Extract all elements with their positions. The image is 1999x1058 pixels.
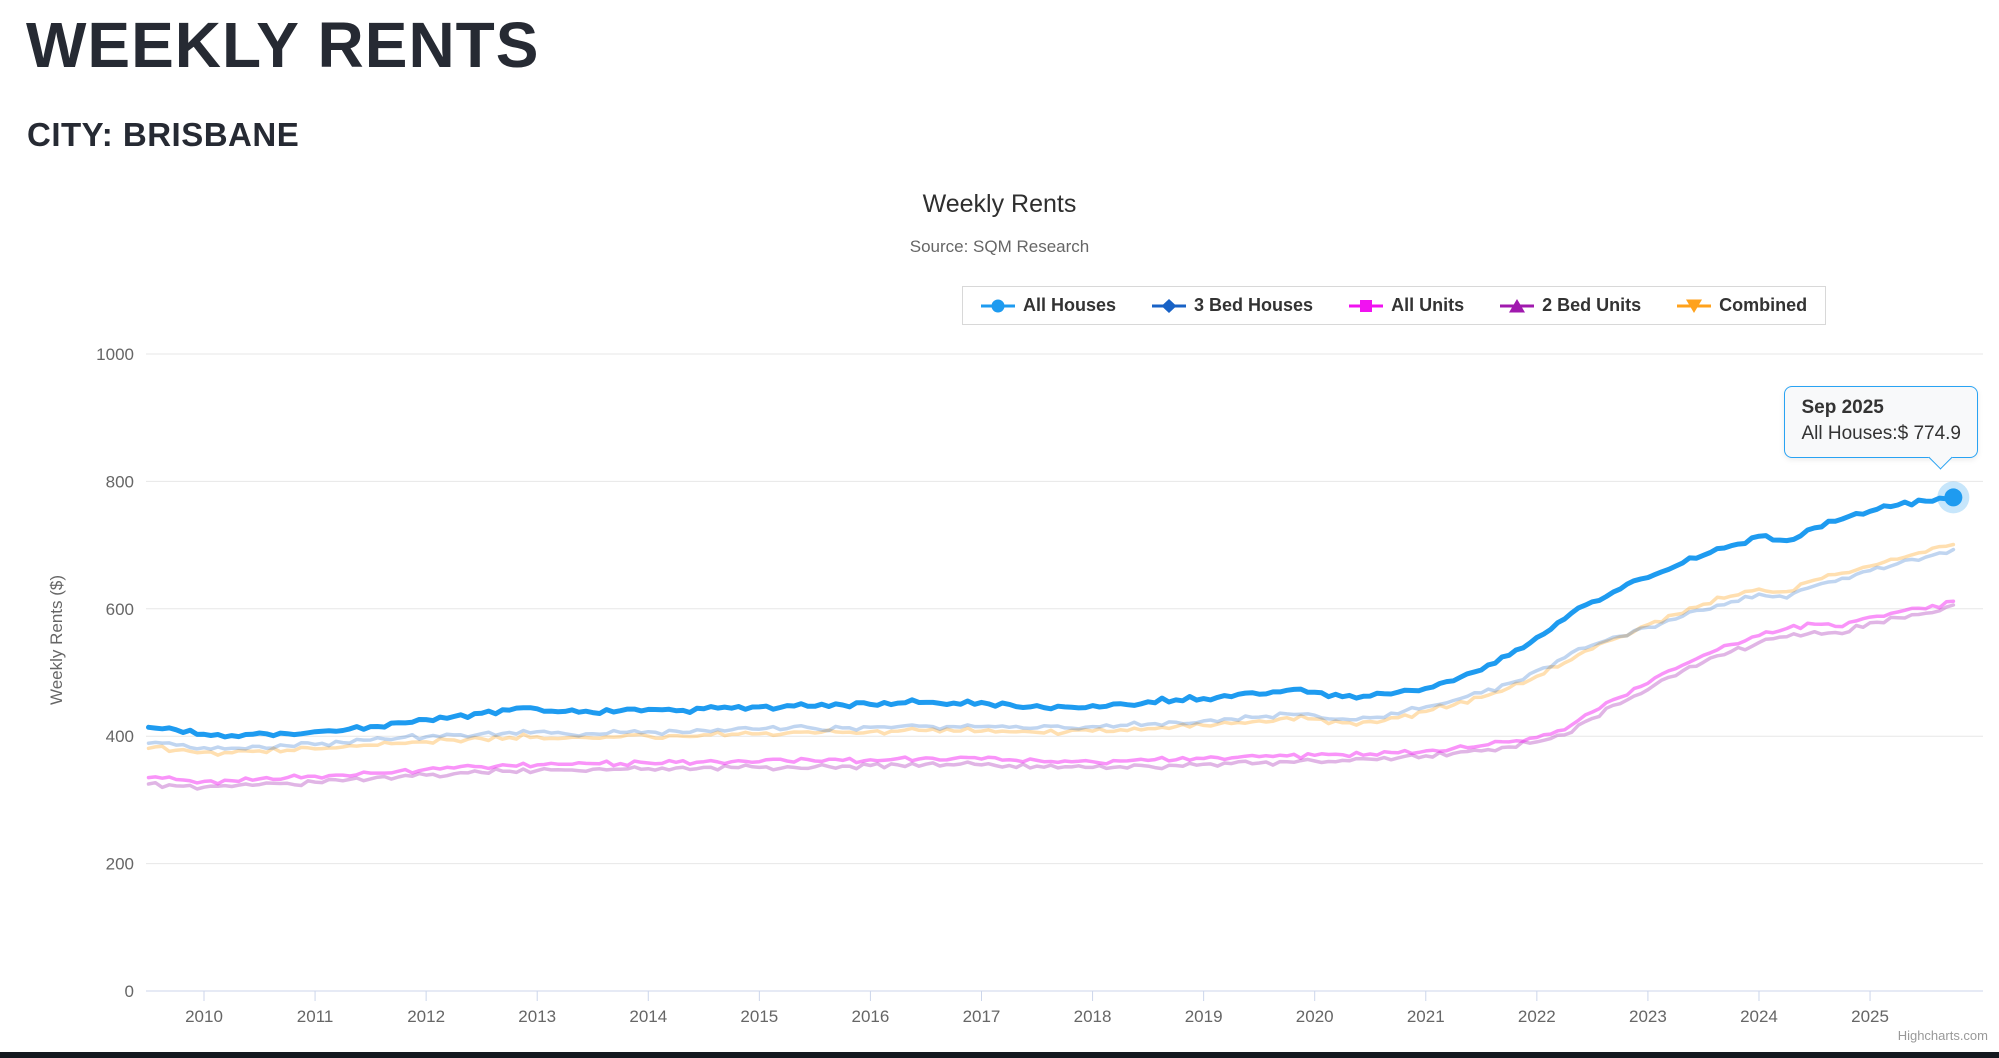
series-line-all-units[interactable] [146,599,1956,786]
series-line-2-bed-units[interactable] [146,603,1956,791]
x-tick-label-2017: 2017 [963,1007,1001,1026]
x-tick-label-2011: 2011 [297,1007,334,1026]
page-title: WEEKLY RENTS [26,9,540,81]
diamond-marker-icon [1152,298,1187,313]
tooltip-date: Sep 2025 [1801,397,1884,418]
triangle-down-marker-icon [1677,299,1712,313]
circle-marker-icon [981,299,1015,312]
legend-label: All Units [1391,295,1465,315]
x-tick-label-2013: 2013 [518,1007,556,1026]
square-marker-icon [1349,299,1384,312]
series-line-combined[interactable] [146,542,1956,757]
tooltip: Sep 2025 All Houses:$ 774.9 [1784,386,1978,470]
legend-label: 2 Bed Units [1542,295,1642,315]
y-tick-label-800: 800 [106,472,134,491]
tooltip-value: $ 774.9 [1897,423,1961,444]
x-tick-label-2024: 2024 [1740,1007,1778,1026]
tooltip-value-row: All Houses:$ 774.9 [1801,423,1961,445]
hover-point-marker[interactable] [1944,488,1963,507]
x-tick-label-2022: 2022 [1518,1007,1556,1026]
legend-item-combined[interactable]: Combined [1677,295,1807,316]
legend-item-3-bed-houses[interactable]: 3 Bed Houses [1152,295,1313,316]
x-tick-label-2019: 2019 [1185,1007,1223,1026]
x-tick-label-2023: 2023 [1629,1007,1667,1026]
legend-item-2-bed-units[interactable]: 2 Bed Units [1500,295,1641,316]
triangle-up-marker-icon [1500,298,1535,312]
x-tick-label-2010: 2010 [185,1007,223,1026]
y-tick-label-600: 600 [106,600,134,619]
x-tick-label-2025: 2025 [1851,1007,1889,1026]
chart-legend: All Houses 3 Bed Houses All Units 2 Bed Uni… [962,286,1827,325]
y-tick-label-1000: 1000 [96,345,134,364]
y-tick-label-400: 400 [106,727,134,746]
tooltip-series-label: All Houses: [1801,423,1898,444]
page-subtitle-city: CITY: BRISBANE [27,116,300,153]
y-tick-label-200: 200 [106,855,134,874]
x-tick-label-2014: 2014 [629,1007,667,1026]
series-line-3-bed-houses[interactable] [146,547,1956,751]
y-tick-label-0: 0 [125,982,134,1001]
series-line-all-houses[interactable] [146,494,1956,740]
legend-label: Combined [1719,295,1808,315]
x-tick-label-2015: 2015 [740,1007,778,1026]
x-tick-label-2012: 2012 [407,1007,445,1026]
legend-label: 3 Bed Houses [1194,295,1314,315]
x-tick-label-2021: 2021 [1407,1007,1445,1026]
chart-title: Weekly Rents [922,190,1077,218]
legend-label: All Houses [1023,295,1117,315]
legend-item-all-units[interactable]: All Units [1349,295,1464,316]
legend-item-all-houses[interactable]: All Houses [981,295,1116,316]
chart-subtitle-source: Source: SQM Research [909,237,1090,256]
footer-bar [0,1052,1999,1058]
x-tick-label-2016: 2016 [852,1007,890,1026]
x-tick-label-2018: 2018 [1074,1007,1112,1026]
x-tick-label-2020: 2020 [1296,1007,1334,1026]
highcharts-credit-link[interactable]: Highcharts.com [1897,1028,1988,1043]
